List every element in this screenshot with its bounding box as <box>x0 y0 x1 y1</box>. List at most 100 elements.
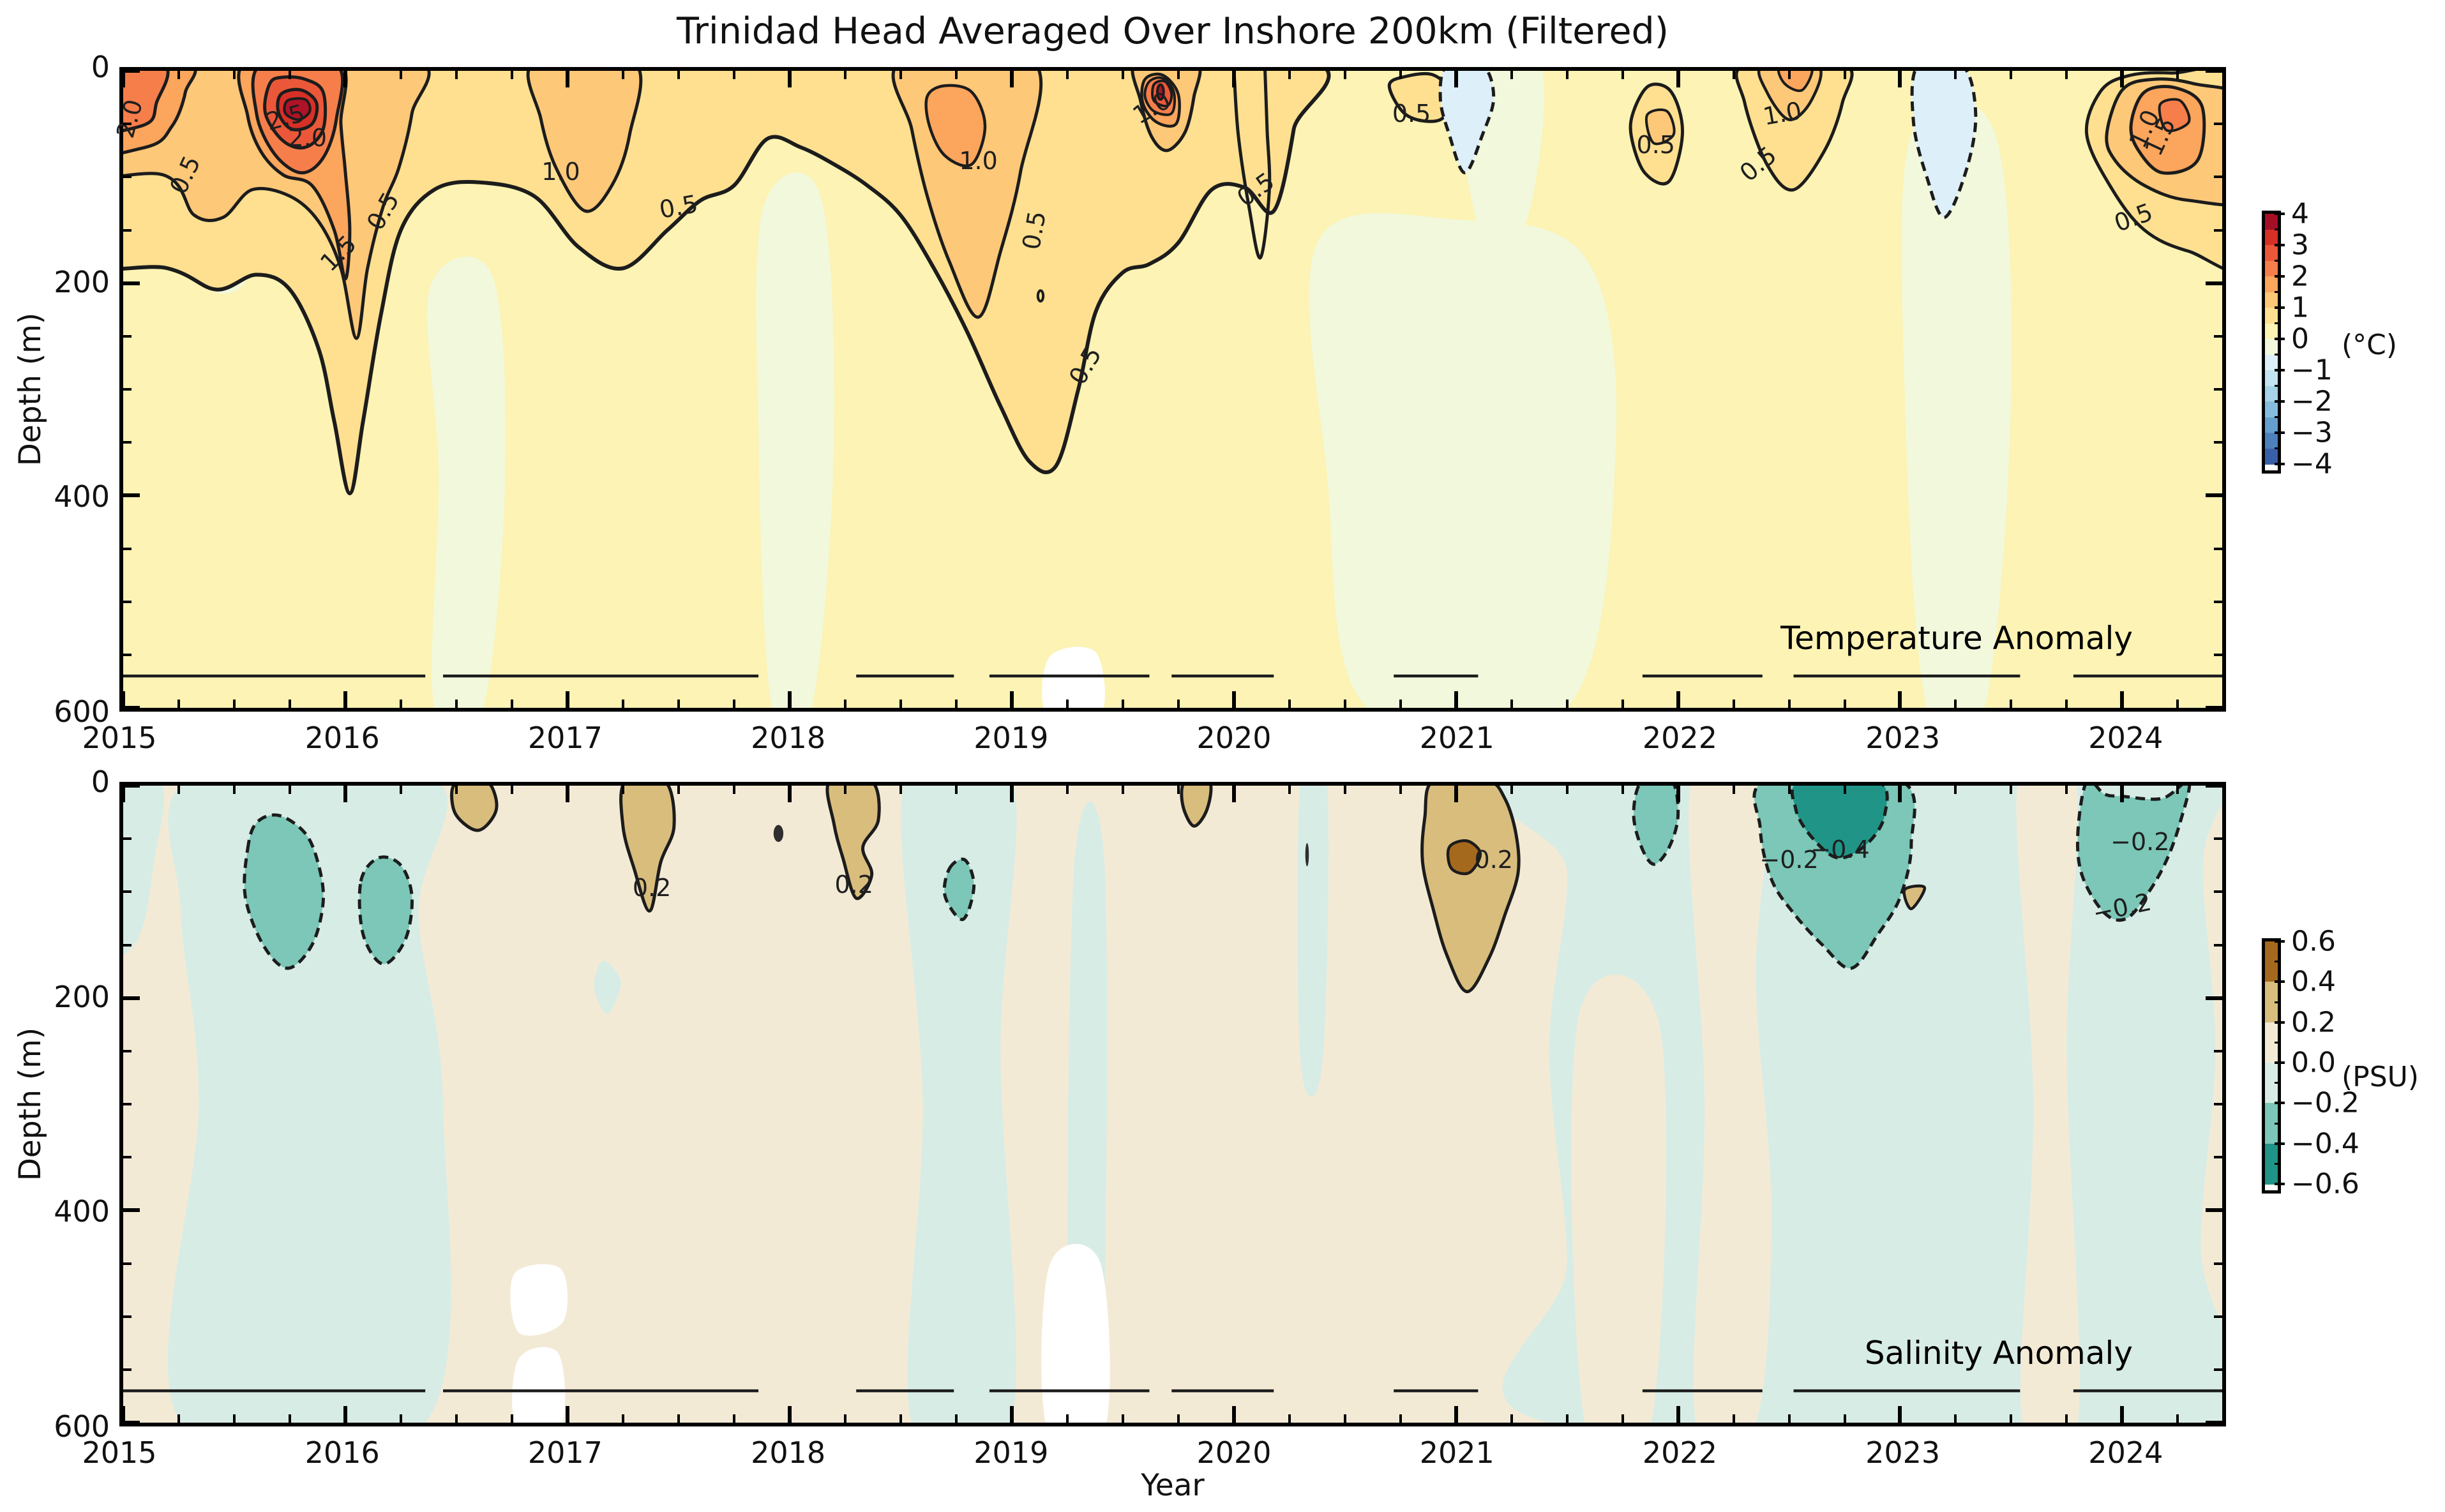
contour-label: 0.2 <box>632 873 672 902</box>
x-tick-label: 2023 <box>1865 1435 1941 1470</box>
axis-tick <box>1898 786 1902 802</box>
x-tick-label: 2020 <box>1196 1435 1272 1470</box>
colorbar-segment <box>2265 417 2278 433</box>
axis-tick <box>1898 1406 1902 1423</box>
axis-tick <box>343 691 347 708</box>
axis-tick <box>621 1414 624 1423</box>
contour-region <box>1646 110 1674 144</box>
axis-tick <box>565 71 569 87</box>
axis-tick <box>1009 786 1014 802</box>
axis-tick <box>288 71 291 79</box>
contour-line <box>1234 71 1270 258</box>
contour-region <box>1792 786 1887 858</box>
axis-tick <box>1676 71 1680 87</box>
axis-tick <box>123 1262 132 1265</box>
x-tick-label: 2016 <box>305 721 380 755</box>
colorbar-segment <box>2265 433 2278 449</box>
contour-label: 0.5 <box>1063 342 1107 390</box>
axis-tick <box>1065 1414 1069 1423</box>
axis-tick <box>123 123 132 126</box>
axis-tick <box>1565 700 1569 708</box>
contour-label: 0.2 <box>1474 846 1513 874</box>
axis-tick <box>1288 700 1291 708</box>
axis-tick <box>510 71 513 79</box>
colorbar-segment <box>2265 1143 2278 1185</box>
axis-tick <box>2214 1156 2222 1159</box>
colorbar-minor-tick <box>2275 260 2280 262</box>
colorbar-tick-label: −0.2 <box>2291 1086 2359 1119</box>
axis-tick <box>1454 1406 1458 1423</box>
colorbar-tick-label: 1 <box>2291 291 2309 324</box>
axis-tick <box>1399 1414 1402 1423</box>
colorbar-tick <box>2275 1102 2285 1105</box>
axis-tick <box>732 71 735 79</box>
axis-tick <box>121 786 125 802</box>
axis-tick <box>123 334 132 338</box>
axis-tick <box>123 784 140 788</box>
axis-tick <box>1343 1414 1346 1423</box>
contour-label: 0.5 <box>1392 99 1431 128</box>
colorbar-tick <box>2275 1183 2285 1185</box>
axis-tick <box>455 786 458 794</box>
axis-tick <box>1954 786 1957 794</box>
contour-region <box>1634 786 1678 864</box>
contour-fill-patch <box>427 257 506 708</box>
axis-tick <box>1454 71 1458 87</box>
contour-dot <box>1038 290 1043 301</box>
axis-tick <box>1732 700 1735 708</box>
axis-tick <box>123 493 140 498</box>
x-tick-label: 2015 <box>82 721 157 755</box>
axis-tick <box>565 1406 569 1423</box>
axis-tick <box>1343 786 1346 794</box>
axis-tick <box>1454 786 1458 802</box>
colorbar-tick <box>2275 306 2285 309</box>
contour-fill-patch <box>1901 100 2012 708</box>
contour-label: 0.2 <box>834 870 873 899</box>
axis-tick <box>2214 1049 2222 1052</box>
axis-tick <box>510 1414 513 1423</box>
axis-tick <box>1288 786 1291 794</box>
contour-region <box>244 815 324 968</box>
colorbar-segment <box>2265 260 2278 277</box>
contour-dot <box>1305 842 1309 867</box>
axis-tick <box>1732 1414 1735 1423</box>
axis-tick <box>677 700 680 708</box>
axis-tick <box>123 943 132 947</box>
contour-dot <box>773 825 784 842</box>
axis-tick <box>2206 493 2222 498</box>
colorbar-minor-tick <box>2275 354 2280 356</box>
axis-tick <box>787 71 792 87</box>
axis-tick <box>1399 71 1402 79</box>
colorbar-tick-label: 0 <box>2291 322 2309 356</box>
axis-tick <box>2010 786 2013 794</box>
axis-tick <box>510 700 513 708</box>
y-axis-label-top: Depth (m) <box>13 312 48 467</box>
colorbar-segment <box>2265 354 2278 371</box>
axis-tick <box>1177 71 1180 79</box>
axis-tick <box>510 786 513 794</box>
colorbar-segment <box>2265 385 2278 402</box>
contour-region <box>1422 786 1519 992</box>
axis-tick <box>677 71 680 79</box>
colorbar-tick-label: −0.6 <box>2291 1167 2359 1201</box>
x-tick-label: 2021 <box>1419 721 1494 755</box>
colorbar-tick-label: −2 <box>2291 385 2333 418</box>
colorbar-minor-tick <box>2275 1082 2280 1084</box>
colorbar-segment <box>2265 292 2278 308</box>
axis-tick <box>732 1414 735 1423</box>
axis-tick <box>899 700 902 708</box>
contour-region <box>1440 71 1494 173</box>
axis-tick <box>123 281 140 285</box>
colorbar-tick-label: 2 <box>2291 260 2309 293</box>
axis-tick <box>343 71 347 87</box>
contour-fill-patch <box>510 1264 568 1336</box>
axis-tick <box>1343 700 1346 708</box>
contour-label: 1.5 <box>315 230 363 278</box>
axis-tick <box>2214 1262 2222 1265</box>
axis-tick <box>123 176 132 179</box>
axis-tick <box>677 786 680 794</box>
x-tick-label: 2024 <box>2088 721 2163 755</box>
axis-tick <box>2214 388 2222 391</box>
colorbar-tick <box>2275 1061 2285 1064</box>
axis-tick <box>1121 71 1124 79</box>
